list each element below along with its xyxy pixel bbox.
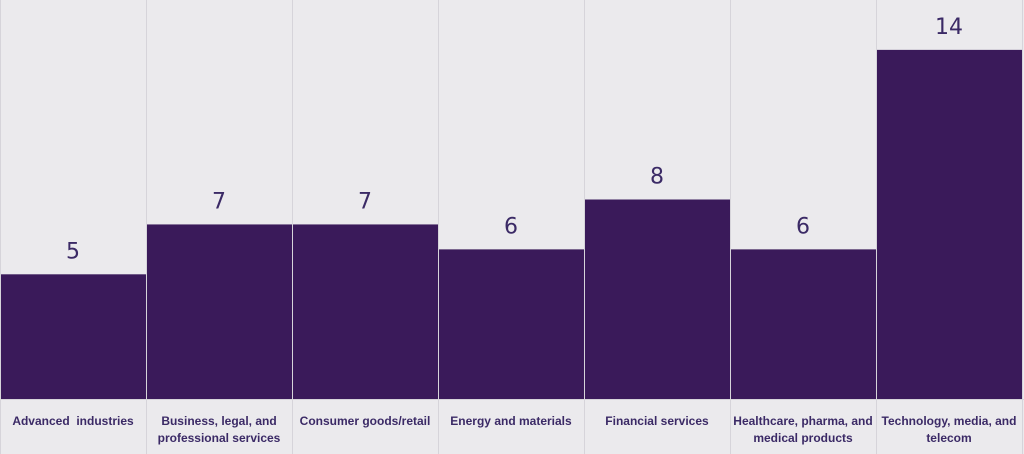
- category-label-line: Consumer goods/retail: [300, 414, 431, 428]
- bar-value-label: 7: [212, 189, 226, 214]
- category-label: Technology, media, and telecom: [882, 414, 1017, 445]
- category-label: Financial services: [605, 414, 709, 428]
- bar: [293, 224, 438, 399]
- category-label: Consumer goods/retail: [300, 414, 431, 428]
- bar-value-label: 8: [650, 165, 664, 190]
- bar: [439, 249, 584, 399]
- bar: [877, 49, 1022, 399]
- bar-layer: [1, 49, 1022, 399]
- category-label: Business, legal, and professional service…: [158, 414, 281, 445]
- bar: [585, 199, 730, 399]
- bar-value-label: 7: [358, 189, 372, 214]
- bar-value-label: 6: [504, 214, 518, 239]
- category-label: Healthcare, pharma, and medical products: [733, 414, 872, 445]
- category-label-line: Energy and materials: [450, 414, 572, 428]
- bar: [1, 274, 146, 399]
- bar-value-label: 6: [796, 214, 810, 239]
- value-label-layer: 5 7 7 6 8 6 14: [66, 15, 963, 264]
- bar: [731, 249, 876, 399]
- bar-value-label: 5: [66, 239, 80, 264]
- category-label-layer: Advanced industries Business, legal, and p…: [12, 414, 1016, 445]
- category-label-line: Business, legal, and: [161, 414, 276, 428]
- category-label-line: medical products: [753, 431, 853, 445]
- category-label-line: telecom: [926, 431, 971, 445]
- category-label-line: Financial services: [605, 414, 709, 428]
- category-label-line: Technology, media, and: [882, 414, 1017, 428]
- category-label-line: Advanced industries: [12, 414, 134, 428]
- category-label: Energy and materials: [450, 414, 572, 428]
- category-label: Advanced industries: [12, 414, 134, 428]
- bar: [147, 224, 292, 399]
- category-label-line: professional services: [158, 431, 281, 445]
- bar-value-label: 14: [935, 15, 963, 40]
- category-label-line: Healthcare, pharma, and: [733, 414, 872, 428]
